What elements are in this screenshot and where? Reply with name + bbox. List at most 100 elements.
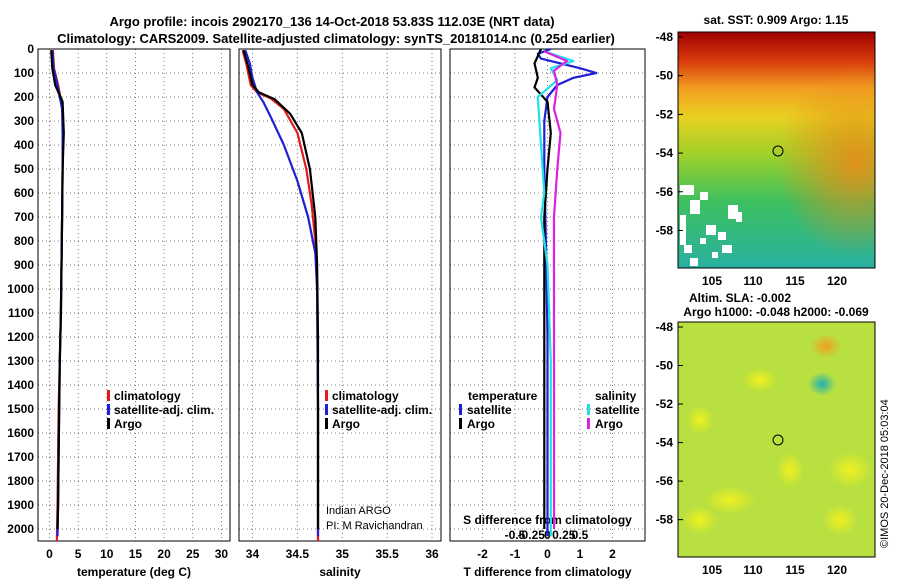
sla-map-frame bbox=[677, 321, 876, 558]
x-tick-label: 30 bbox=[215, 547, 229, 561]
legend-label: Argo bbox=[114, 417, 142, 431]
series-line-satellite bbox=[244, 49, 320, 537]
sla-map-subtitle: Argo h1000: -0.048 h2000: -0.069 bbox=[683, 305, 869, 319]
legend-swatch bbox=[587, 418, 590, 429]
legend-swatch bbox=[459, 418, 462, 429]
series-line-sat_salinity bbox=[536, 50, 575, 537]
sst-lon-ticks: 105 110 115 120 bbox=[702, 274, 847, 288]
depth-tick-label: 300 bbox=[14, 114, 34, 128]
missing-data-cell bbox=[712, 252, 718, 258]
lat-tick-label: -52 bbox=[656, 107, 674, 121]
figure-title-line1: Argo profile: incois 2902170_136 14-Oct-… bbox=[109, 14, 554, 29]
sla-anomaly-patches bbox=[682, 334, 872, 536]
lat-tick-label: -54 bbox=[656, 436, 674, 450]
legend-label: Argo bbox=[332, 417, 360, 431]
sla-lon-ticks: 105 110 115 120 bbox=[702, 563, 847, 577]
legend-label: climatology bbox=[332, 389, 399, 403]
sst-map-frame bbox=[677, 31, 876, 269]
missing-data-cell bbox=[690, 200, 700, 214]
sla-argo-marker bbox=[772, 434, 784, 446]
missing-data-cell bbox=[690, 258, 698, 266]
depth-tick-label: 1100 bbox=[8, 306, 34, 320]
legend-title-salinity: salinity bbox=[595, 389, 637, 403]
legend-label: Argo bbox=[595, 417, 623, 431]
lat-tick-label: -58 bbox=[656, 223, 674, 237]
panel-frame bbox=[37, 48, 231, 542]
lon-tick-label: 110 bbox=[743, 563, 763, 577]
sst-lat-ticks: -48 -50 -52 -54 -56 -58 bbox=[656, 30, 683, 237]
legend-swatch bbox=[325, 404, 328, 415]
x-tick-label: 5 bbox=[75, 547, 82, 561]
legend-label: climatology bbox=[114, 389, 181, 403]
anomaly-patch bbox=[776, 452, 804, 488]
depth-tick-label: 400 bbox=[14, 138, 34, 152]
legend-title-temperature: temperature bbox=[468, 389, 538, 403]
lat-tick-label: -52 bbox=[656, 397, 674, 411]
series-line-argo_salinity bbox=[543, 50, 569, 529]
sst-argo-marker bbox=[772, 145, 784, 157]
lat-tick-label: -58 bbox=[656, 513, 674, 527]
x-axis-label: temperature (deg C) bbox=[77, 565, 191, 579]
s-tick-label: -0.5 bbox=[505, 528, 526, 542]
depth-tick-label: 1700 bbox=[7, 450, 34, 464]
depth-tick-label: 1200 bbox=[7, 330, 34, 344]
sst-map-title: sat. SST: 0.909 Argo: 1.15 bbox=[704, 13, 849, 27]
legend-swatch bbox=[587, 404, 590, 415]
temperature-panel: 0100200300400500600700800900100011001200… bbox=[7, 42, 231, 579]
depth-tick-label: 1900 bbox=[7, 498, 34, 512]
missing-data-cell bbox=[728, 205, 738, 219]
depth-tick-label: 2000 bbox=[7, 522, 34, 536]
pi-note: PI: M Ravichandran bbox=[326, 520, 423, 532]
depth-tick-label: 1500 bbox=[7, 402, 34, 416]
lat-tick-label: -48 bbox=[656, 320, 674, 334]
s-tick-label: -0.25 bbox=[518, 528, 546, 542]
x-tick-label: 36 bbox=[425, 547, 439, 561]
anomaly-patch bbox=[686, 406, 714, 434]
depth-tick-label: 1800 bbox=[7, 474, 34, 488]
legend-swatch bbox=[107, 418, 110, 429]
missing-data-cell bbox=[684, 245, 692, 253]
sst-map: sat. SST: 0.909 Argo: 1.15 -48-50-52-54-… bbox=[656, 13, 876, 288]
lat-tick-label: -54 bbox=[656, 146, 674, 160]
series-line-argo bbox=[242, 49, 320, 529]
sla-lat-ticks: -48 -50 -52 -54 -56 -58 bbox=[656, 320, 683, 527]
anomaly-patch bbox=[682, 506, 718, 534]
missing-data-cell bbox=[706, 225, 716, 235]
series-line-climatology bbox=[241, 49, 320, 541]
legend-label: satellite-adj. clim. bbox=[114, 403, 214, 417]
series-line-argo bbox=[50, 50, 65, 530]
depth-tick-label: 500 bbox=[14, 162, 34, 176]
x-tick-label: 1 bbox=[577, 547, 584, 561]
lat-tick-label: -48 bbox=[656, 30, 674, 44]
x-tick-label: 35 bbox=[336, 547, 350, 561]
legend-label: satellite-adj. clim. bbox=[332, 403, 432, 417]
missing-data-cell bbox=[680, 185, 694, 195]
lon-tick-label: 120 bbox=[827, 274, 847, 288]
depth-tick-label: 1400 bbox=[7, 378, 34, 392]
lon-tick-label: 105 bbox=[702, 274, 722, 288]
legend-label: satellite bbox=[467, 403, 512, 417]
lat-tick-label: -56 bbox=[656, 185, 674, 199]
x-tick-label: 25 bbox=[186, 547, 200, 561]
sla-map: Altim. SLA: -0.002 Argo h1000: -0.048 h2… bbox=[656, 291, 876, 577]
lon-tick-label: 110 bbox=[743, 274, 763, 288]
legend-swatch bbox=[325, 418, 328, 429]
depth-tick-label: 1000 bbox=[7, 282, 34, 296]
x-tick-label: -2 bbox=[477, 547, 488, 561]
depth-tick-label: 900 bbox=[14, 258, 34, 272]
depth-tick-label: 1600 bbox=[7, 426, 34, 440]
panel-frame bbox=[449, 48, 646, 542]
lon-tick-label: 115 bbox=[785, 274, 805, 288]
legend-label: satellite bbox=[595, 403, 640, 417]
series-line-satellite bbox=[536, 47, 598, 537]
lat-tick-label: -50 bbox=[656, 69, 674, 83]
depth-tick-label: 200 bbox=[14, 90, 34, 104]
depth-tick-label: 0 bbox=[27, 42, 34, 56]
anomaly-patch bbox=[810, 334, 842, 358]
x-tick-label: 10 bbox=[100, 547, 114, 561]
x-tick-label: 2 bbox=[609, 547, 616, 561]
lat-tick-label: -56 bbox=[656, 474, 674, 488]
s-tick-label: 0.25 bbox=[552, 528, 576, 542]
x-axis-label: T difference from climatology bbox=[463, 565, 631, 579]
lon-tick-label: 115 bbox=[785, 563, 805, 577]
